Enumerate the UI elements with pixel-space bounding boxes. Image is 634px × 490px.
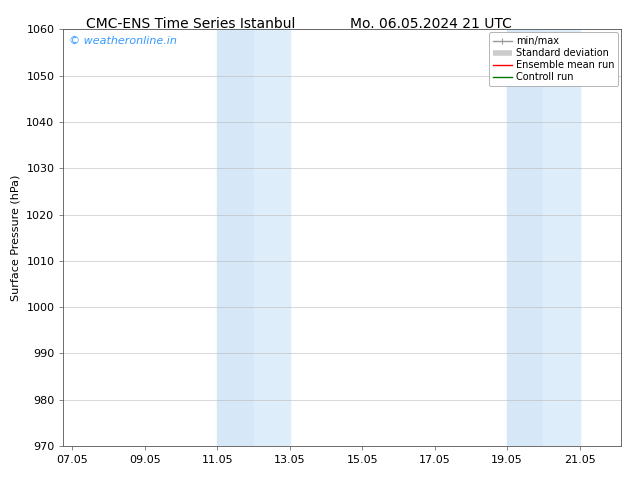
Text: © weatheronline.in: © weatheronline.in bbox=[69, 36, 177, 46]
Y-axis label: Surface Pressure (hPa): Surface Pressure (hPa) bbox=[11, 174, 21, 301]
Text: CMC-ENS Time Series Istanbul: CMC-ENS Time Series Istanbul bbox=[86, 17, 295, 31]
Bar bbox=[543, 29, 579, 446]
Legend: min/max, Standard deviation, Ensemble mean run, Controll run: min/max, Standard deviation, Ensemble me… bbox=[489, 32, 618, 86]
Bar bbox=[254, 29, 290, 446]
Bar bbox=[507, 29, 543, 446]
Bar bbox=[217, 29, 254, 446]
Text: Mo. 06.05.2024 21 UTC: Mo. 06.05.2024 21 UTC bbox=[350, 17, 512, 31]
